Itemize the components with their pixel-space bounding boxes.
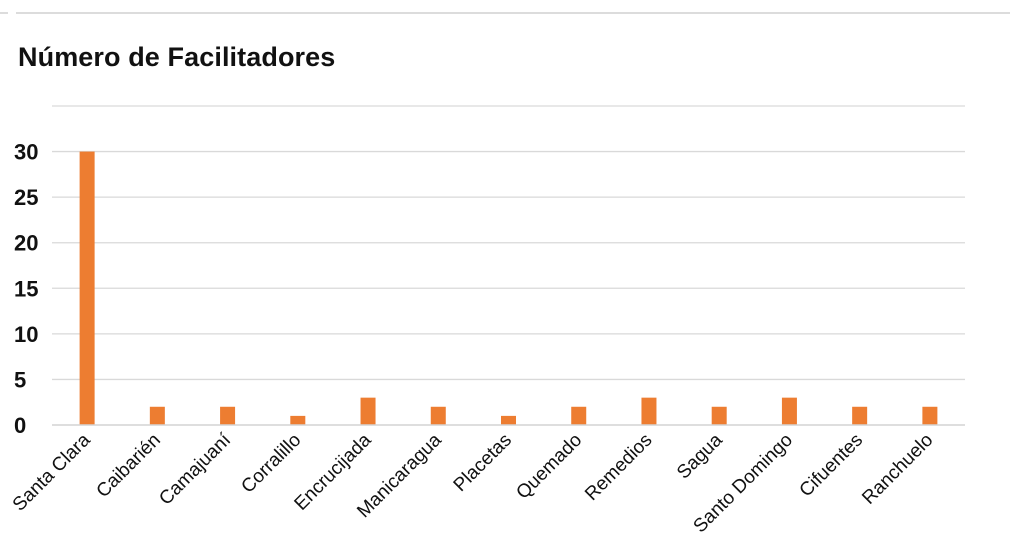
bar-santa-clara <box>79 151 95 426</box>
x-tick-label: Santa Clara <box>9 429 95 515</box>
bar-sagua <box>711 406 727 425</box>
y-tick-label: 20 <box>14 231 38 256</box>
gridlines <box>52 105 965 381</box>
y-tick-label: 10 <box>14 322 38 347</box>
top-divider <box>16 12 1010 14</box>
x-tick-label: Cifuentes <box>796 430 868 502</box>
y-tick-label: 5 <box>14 367 26 392</box>
x-tick-label: Placetas <box>450 430 516 496</box>
bar-remedios <box>641 397 657 425</box>
y-axis-ticks: 0 5 10 15 20 25 30 <box>14 140 38 438</box>
bar-caibarien <box>149 406 165 425</box>
bar-quemado <box>571 406 587 425</box>
bar-manicaragua <box>430 406 446 425</box>
x-tick-label: Sagua <box>673 429 727 483</box>
bar-ranchuelo <box>922 406 938 425</box>
x-tick-label: Remedios <box>581 430 656 505</box>
bar-corralillo <box>290 415 306 425</box>
y-tick-label: 30 <box>14 140 38 165</box>
bar-camajuani <box>220 406 236 425</box>
bar-santo-domingo <box>781 397 797 425</box>
x-tick-label: Camajuaní <box>155 429 235 509</box>
bar-encrucijada <box>360 397 376 425</box>
x-tick-label: Caibarién <box>93 430 165 502</box>
y-tick-label: 15 <box>14 276 38 301</box>
y-tick-label: 25 <box>14 185 38 210</box>
y-tick-label: 0 <box>14 413 26 438</box>
x-tick-label: Corralillo <box>237 430 305 498</box>
bar-placetas <box>501 415 516 425</box>
bars <box>79 151 938 426</box>
x-tick-label: Ranchuelo <box>858 430 937 509</box>
top-divider-stub <box>0 12 8 14</box>
bar-cifuentes <box>852 406 868 425</box>
chart-title: Número de Facilitadores <box>18 42 336 72</box>
x-tick-label: Quemado <box>512 430 586 504</box>
